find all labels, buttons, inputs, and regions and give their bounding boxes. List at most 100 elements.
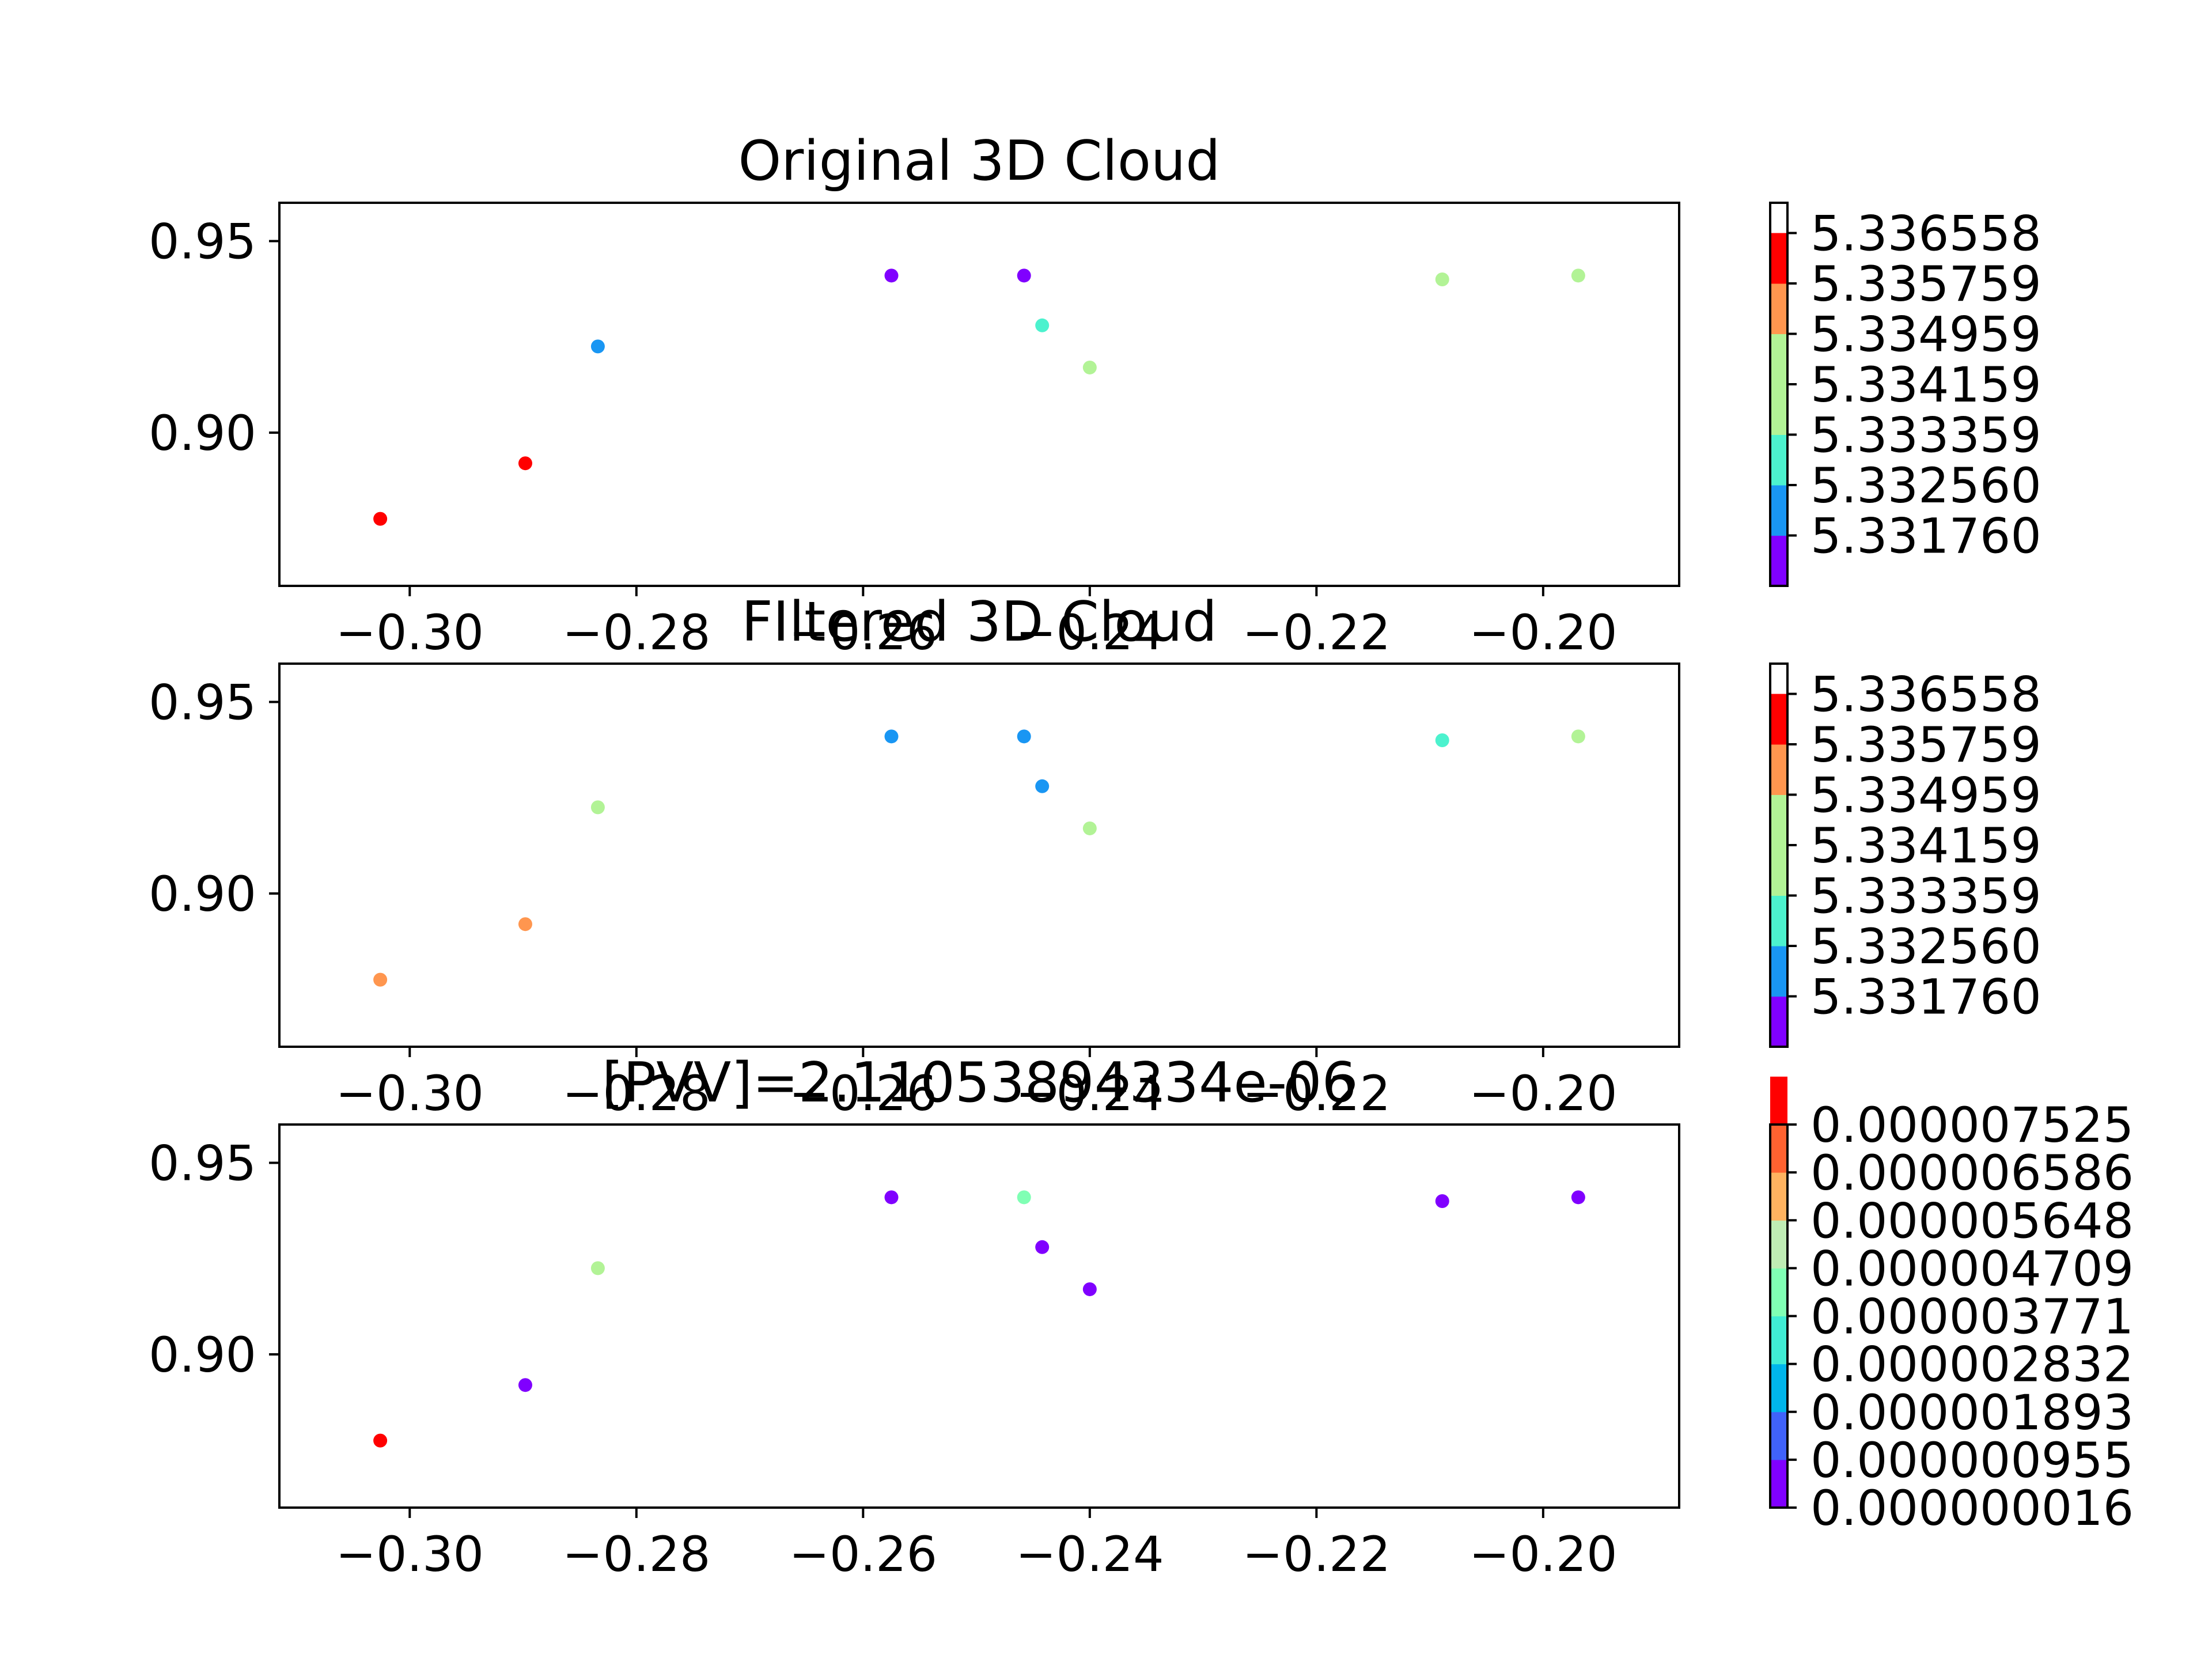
colorbar-band bbox=[1770, 283, 1787, 334]
x-tick-label: −0.28 bbox=[562, 1526, 710, 1583]
colorbar-tick-label: 5.336558 bbox=[1810, 667, 2041, 723]
data-point bbox=[1017, 1190, 1031, 1205]
colorbar-band bbox=[1770, 744, 1787, 795]
y-tick-label: 0.95 bbox=[149, 675, 256, 731]
data-point bbox=[1017, 729, 1031, 744]
colorbar-tick-label: 5.334959 bbox=[1810, 306, 2041, 363]
colorbar-tick-label: 5.334159 bbox=[1810, 357, 2041, 413]
colorbar-band bbox=[1770, 946, 1787, 997]
colorbar-band bbox=[1770, 996, 1787, 1047]
colorbar-tick-label: 5.335759 bbox=[1810, 256, 2041, 312]
colorbar-band bbox=[1770, 1316, 1787, 1365]
colorbar-tick-label: 5.333359 bbox=[1810, 407, 2041, 464]
colorbar-tick-label: 5.334959 bbox=[1810, 767, 2041, 824]
data-point bbox=[590, 1261, 605, 1275]
chart-title: FIltered 3D Cloud bbox=[741, 590, 1217, 654]
plot-frame bbox=[278, 202, 1680, 587]
colorbar-frame bbox=[1769, 662, 1789, 1048]
chart-title: Original 3D Cloud bbox=[738, 130, 1220, 193]
colorbar-band bbox=[1770, 1411, 1787, 1460]
data-point bbox=[518, 1378, 532, 1392]
data-point bbox=[1017, 268, 1031, 283]
colorbar-band bbox=[1770, 384, 1787, 435]
x-tick-label: −0.28 bbox=[562, 1065, 710, 1122]
data-point bbox=[1035, 318, 1050, 332]
colorbar-tick-label: 0.000003771 bbox=[1810, 1289, 2134, 1345]
x-tick-label: −0.22 bbox=[1243, 604, 1391, 661]
colorbar-tick-label: 0.000000016 bbox=[1810, 1480, 2134, 1536]
data-point bbox=[373, 512, 388, 526]
colorbar-band bbox=[1770, 694, 1787, 745]
colorbar-band bbox=[1770, 535, 1787, 586]
y-tick-label: 0.90 bbox=[149, 1327, 256, 1383]
colorbar-tick-label: 0.000004709 bbox=[1810, 1240, 2134, 1297]
x-tick-label: −0.20 bbox=[1469, 604, 1617, 661]
x-tick-label: −0.20 bbox=[1469, 1065, 1617, 1122]
colorbar-tick-label: 5.333359 bbox=[1810, 868, 2041, 925]
x-tick-label: −0.22 bbox=[1243, 1526, 1391, 1583]
data-point bbox=[1435, 1194, 1449, 1208]
data-point bbox=[884, 268, 899, 283]
colorbar-band bbox=[1770, 1364, 1787, 1413]
data-point bbox=[518, 456, 532, 471]
x-tick-label: −0.24 bbox=[1016, 604, 1164, 661]
colorbar-tick-label: 5.336558 bbox=[1810, 206, 2041, 262]
data-point bbox=[1035, 1240, 1050, 1254]
y-tick-label: 0.90 bbox=[149, 866, 256, 922]
colorbar-band bbox=[1770, 334, 1787, 385]
colorbar-band bbox=[1770, 485, 1787, 536]
data-point bbox=[1571, 268, 1585, 283]
colorbar-tick-label: 5.335759 bbox=[1810, 717, 2041, 773]
colorbar-tick-label: 0.000002832 bbox=[1810, 1337, 2134, 1393]
x-tick-label: −0.28 bbox=[562, 604, 710, 661]
data-point bbox=[884, 729, 899, 744]
colorbar-tick-label: 5.332560 bbox=[1810, 918, 2041, 975]
colorbar-band bbox=[1770, 1268, 1787, 1316]
y-tick-label: 0.95 bbox=[149, 1135, 256, 1192]
x-tick-label: −0.26 bbox=[789, 1526, 937, 1583]
x-tick-label: −0.30 bbox=[336, 604, 484, 661]
colorbar-tick-label: 5.331760 bbox=[1810, 508, 2041, 565]
data-point bbox=[1435, 733, 1449, 747]
colorbar-band bbox=[1770, 1220, 1787, 1269]
colorbar-tick-label: 0.000005648 bbox=[1810, 1192, 2134, 1249]
colorbar-tick-label: 0.000001893 bbox=[1810, 1384, 2134, 1441]
plot-frame bbox=[278, 662, 1680, 1048]
x-tick-label: −0.26 bbox=[789, 604, 937, 661]
data-point bbox=[1082, 821, 1097, 835]
x-tick-label: −0.30 bbox=[336, 1526, 484, 1583]
chart-title: [PVV]=2.11053894334e-06 bbox=[602, 1051, 1357, 1115]
colorbar-tick-label: 0.000000955 bbox=[1810, 1432, 2134, 1489]
x-tick-label: −0.24 bbox=[1016, 1526, 1164, 1583]
y-tick-label: 0.90 bbox=[149, 405, 256, 461]
x-tick-label: −0.24 bbox=[1016, 1065, 1164, 1122]
colorbar-tick-label: 5.331760 bbox=[1810, 969, 2041, 1025]
x-tick-label: −0.22 bbox=[1243, 1065, 1391, 1122]
colorbar-band bbox=[1770, 1459, 1787, 1508]
x-tick-label: −0.20 bbox=[1469, 1526, 1617, 1583]
y-tick-label: 0.95 bbox=[149, 214, 256, 270]
colorbar-tick-label: 5.334159 bbox=[1810, 817, 2041, 874]
x-tick-label: −0.30 bbox=[336, 1065, 484, 1122]
colorbar-band bbox=[1770, 434, 1787, 486]
data-point bbox=[1035, 779, 1050, 793]
colorbar-band bbox=[1770, 895, 1787, 947]
colorbar-band bbox=[1770, 1172, 1787, 1221]
data-point bbox=[1571, 729, 1585, 744]
colorbar-band bbox=[1770, 845, 1787, 896]
colorbar-tick-label: 0.000006586 bbox=[1810, 1145, 2134, 1201]
data-point bbox=[884, 1190, 899, 1205]
data-point bbox=[1571, 1190, 1585, 1205]
data-point bbox=[1082, 360, 1097, 374]
data-point bbox=[373, 1433, 388, 1448]
data-point bbox=[590, 339, 605, 354]
colorbar-band bbox=[1770, 1076, 1787, 1125]
data-point bbox=[518, 917, 532, 932]
colorbar-band bbox=[1770, 233, 1787, 284]
colorbar-band bbox=[1770, 794, 1787, 846]
data-point bbox=[1082, 1282, 1097, 1296]
colorbar-band bbox=[1770, 1125, 1787, 1173]
plot-frame bbox=[278, 1123, 1680, 1509]
